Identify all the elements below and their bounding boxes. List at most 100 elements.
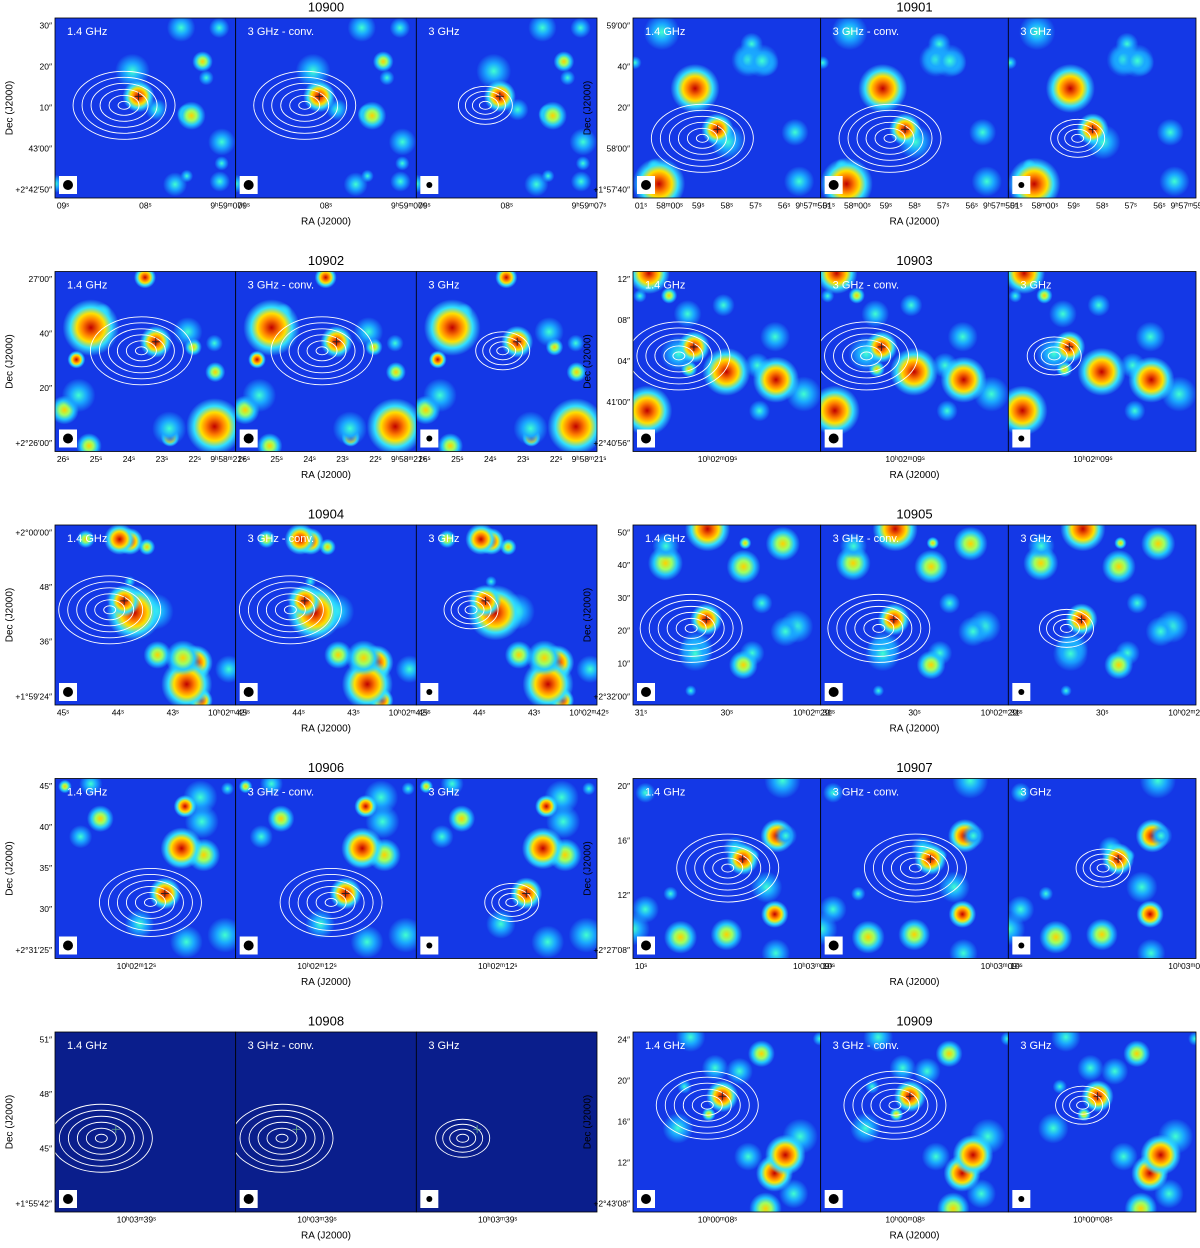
frame (1007, 778, 1197, 959)
contour (143, 897, 157, 907)
dec-label: Dec (J2000) (5, 588, 16, 642)
dec-label: Dec (J2000) (5, 81, 16, 135)
source-blob (701, 1107, 716, 1122)
source-blob (938, 592, 961, 614)
source-blob (969, 118, 997, 146)
contour (847, 109, 933, 167)
contour (235, 1103, 334, 1173)
cross (926, 855, 935, 864)
source-blob (1008, 56, 1017, 70)
contour (663, 345, 695, 367)
contour (271, 82, 339, 128)
contour (676, 833, 780, 903)
source-blob (423, 299, 481, 356)
source-blob (388, 128, 417, 156)
y-tick-label: 36″ (40, 637, 52, 647)
contour (872, 623, 886, 633)
source-blob (898, 918, 931, 951)
contour (672, 351, 686, 361)
x-tick-label: 08ˢ (320, 200, 332, 210)
contour (94, 1133, 108, 1143)
source-blob (570, 171, 592, 192)
source-blob (208, 128, 236, 156)
source-blob (535, 795, 558, 818)
contour (456, 1133, 470, 1143)
beam (426, 435, 433, 442)
source-blob (1135, 321, 1166, 352)
x-tick-label: 9ʰ59ᵐ07ˢ (210, 200, 245, 210)
source-blob (643, 18, 680, 51)
subpanel (55, 778, 236, 959)
source-blob (673, 300, 702, 328)
x-tick-label: 30ˢ (1096, 707, 1108, 717)
contour (879, 1094, 911, 1116)
source-blob (728, 650, 758, 680)
contour (657, 605, 725, 651)
contour (315, 346, 329, 356)
source-blob (749, 1192, 782, 1212)
source-blob (341, 827, 384, 870)
x-tick-label: 57ˢ (749, 200, 761, 210)
band-label: 1.4 GHz (645, 279, 685, 291)
beam (828, 940, 839, 951)
dec-label: Dec (J2000) (583, 841, 594, 895)
source-blob (663, 920, 698, 954)
contour (72, 70, 176, 140)
frame (1007, 524, 1197, 706)
dec-label: Dec (J2000) (5, 841, 16, 895)
contour (103, 605, 117, 615)
source-blob (726, 549, 761, 584)
source-blob (872, 525, 918, 552)
source-blob (448, 805, 476, 833)
contour (239, 1109, 325, 1167)
source-blob (701, 1054, 729, 1082)
source-blob (386, 334, 404, 352)
ra-label: RA (J2000) (889, 724, 939, 735)
beam (828, 180, 839, 190)
contour (843, 1070, 947, 1140)
contour (306, 885, 356, 919)
source-blob (913, 1057, 941, 1085)
contour (694, 845, 762, 891)
contour (505, 897, 519, 907)
beam (641, 1194, 651, 1204)
x-tick-label: 10ʰ02ᵐ12ˢ (117, 961, 156, 971)
contour (297, 334, 347, 368)
x-tick-label: 24ˢ (303, 454, 315, 464)
source-blob (865, 636, 901, 672)
band-label: 1.4 GHz (645, 533, 685, 545)
cross (315, 92, 324, 101)
source-blob (957, 616, 989, 647)
source-blob (389, 18, 411, 39)
contour (475, 331, 531, 371)
x-tick-label: 31ˢ (822, 707, 834, 717)
source-blob (1052, 1079, 1067, 1094)
y-tick-label: +2°31′25″ (15, 945, 52, 955)
source-blob (214, 655, 236, 684)
subpanel (1008, 271, 1196, 452)
source-blob (633, 271, 670, 294)
y-tick-label: 20″ (40, 383, 52, 393)
x-tick-label: 9ʰ57ᵐ55ˢ (1171, 200, 1200, 210)
source-blob (889, 1107, 904, 1122)
contour (1062, 1090, 1104, 1120)
source-blob (248, 350, 266, 369)
x-tick-label: 56ˢ (778, 200, 790, 210)
contour (865, 121, 915, 155)
y-tick-label: 30″ (40, 904, 52, 914)
source-blob (1188, 1032, 1196, 1046)
source-blob (738, 536, 752, 550)
source-blob (932, 44, 967, 78)
source-blob (186, 398, 236, 452)
source-blob (1101, 1057, 1129, 1085)
source-blob (165, 640, 201, 676)
cross (877, 342, 886, 351)
contour (888, 1100, 902, 1110)
dec-label: Dec (J2000) (583, 1095, 594, 1149)
subpanel (416, 778, 598, 959)
contour (491, 887, 533, 917)
contour (85, 1127, 117, 1149)
source-blob (521, 827, 564, 870)
source-blob (761, 900, 789, 928)
band-label: 3 GHz (1020, 279, 1051, 291)
